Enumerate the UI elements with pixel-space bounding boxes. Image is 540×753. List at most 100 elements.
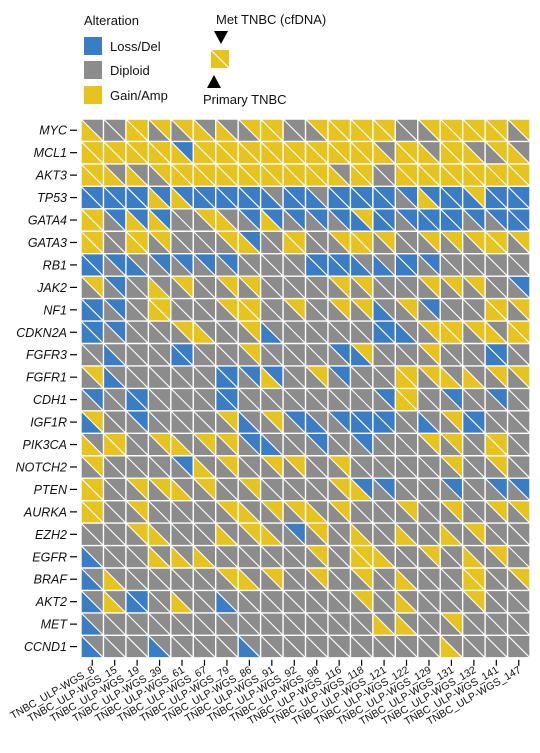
cell-diagonal [237,343,261,367]
cell-diagonal [417,477,441,502]
gene-label-notch2: NOTCH2 [16,460,67,474]
cell-diagonal [170,253,194,277]
cell-diagonal [484,298,508,322]
cell-diagonal [282,634,306,659]
cell-diagonal [215,612,239,636]
cell-diagonal [394,141,419,165]
cell-diagonal [237,612,261,636]
cell-diagonal [484,185,508,210]
cell-diagonal [215,118,239,142]
cell-diagonal [372,253,396,277]
cell-diagonal [327,590,351,614]
cell-diagonal [417,253,441,277]
cell-diagonal [462,567,486,591]
cell-diagonal [439,208,464,232]
cell-diagonal [305,118,329,142]
gene-label-fgfr3: FGFR3 [26,348,67,362]
primary-arrow-up-icon [207,75,221,88]
cell-diagonal [417,410,441,434]
cell-diagonal [80,253,104,277]
cell-diagonal [282,185,306,210]
cell-diagonal [237,477,261,502]
cell-diagonal [462,365,486,389]
cell-diagonal [394,545,419,569]
cell-diagonal [260,634,284,659]
cell-diagonal [147,208,172,232]
cell-diagonal [103,298,127,322]
gene-label-akt3: AKT3 [35,169,67,183]
cell-diagonal [484,634,508,659]
cell-diagonal [417,500,441,524]
cell-diagonal [215,320,239,344]
cell-diagonal [350,545,374,569]
cell-diagonal [350,141,374,165]
cell-diagonal [305,163,329,187]
cell-diagonal [327,388,351,412]
cell-diagonal [484,118,508,142]
cell-diagonal [80,634,104,659]
cell-diagonal [372,590,396,614]
cell-diagonal [215,545,239,569]
cell-diagonal [125,455,149,479]
cell-diagonal [170,343,194,367]
cell-diagonal [282,365,306,389]
cell-diagonal [394,208,419,232]
gene-label-met: MET [41,618,69,632]
cell-diagonal [394,590,419,614]
cell-diagonal [170,455,194,479]
cell-diagonal [372,612,396,636]
cell-diagonal [192,365,217,389]
cell-diagonal [260,185,284,210]
legend: Alteration Loss/Del Diploid Gain/Amp Met… [84,12,326,107]
cell-diagonal [282,275,306,299]
cell-diagonal [350,590,374,614]
cell-diagonal [147,298,172,322]
cell-diagonal [103,185,127,210]
cell-diagonal [80,163,104,187]
cell-diagonal [170,163,194,187]
cell-diagonal [394,185,419,210]
cell-diagonal [507,477,531,502]
cell-diagonal [215,253,239,277]
cell-diagonal [260,141,284,165]
cell-diagonal [417,567,441,591]
cell-diagonal [170,545,194,569]
cell-diagonal [484,230,508,255]
cell-diagonal [147,320,172,344]
cell-diagonal [372,208,396,232]
cell-diagonal [237,410,261,434]
gene-label-pik3ca: PIK3CA [23,438,67,452]
cell-diagonal [103,365,127,389]
cell-diagonal [394,253,419,277]
cell-diagonal [170,230,194,255]
cell-diagonal [125,634,149,659]
cell-diagonal [260,388,284,412]
cell-diagonal [507,320,531,344]
gene-label-aurka: AURKA [23,505,67,519]
cell-diagonal [215,208,239,232]
cell-diagonal [237,455,261,479]
cell-diagonal [260,230,284,255]
cell-diagonal [394,320,419,344]
cell-diagonal [192,410,217,434]
cell-diagonal [372,522,396,546]
cell-diagonal [439,118,464,142]
cell-diagonal [439,612,464,636]
gene-label-tp53: TP53 [37,191,67,205]
cell-diagonal [125,298,149,322]
cell-diagonal [507,230,531,255]
gene-label-igf1r: IGF1R [30,416,67,430]
cell-diagonal [372,298,396,322]
cell-diagonal [192,163,217,187]
cell-diagonal [103,320,127,344]
cell-diagonal [305,253,329,277]
gene-label-egfr: EGFR [32,550,67,564]
met-arrow-down-icon [214,31,228,44]
cell-diagonal [350,230,374,255]
cell-diagonal [462,410,486,434]
cell-diagonal [484,275,508,299]
cell-diagonal [394,455,419,479]
cell-diagonal [439,455,464,479]
cell-diagonal [125,522,149,546]
